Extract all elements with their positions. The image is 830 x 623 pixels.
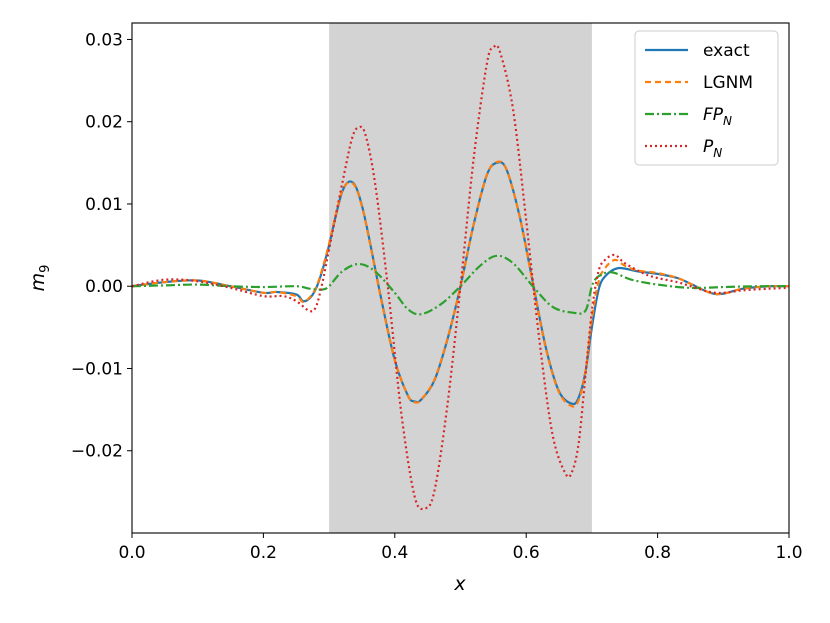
plot-frame (131, 22, 790, 534)
legend-label: LGNM (703, 73, 753, 93)
legend-label-sub: N (723, 114, 732, 128)
y-axis-label: m9 (27, 265, 53, 292)
series-line-lgnm (131, 160, 790, 408)
x-tick-label: 0.2 (250, 543, 277, 563)
y-tick-label: 0.00 (85, 277, 123, 297)
legend-label: FPN (703, 105, 732, 128)
y-tick-label: 0.02 (85, 113, 123, 133)
legend-label-sub: N (713, 146, 722, 160)
x-axis: 0.0 0.2 0.4 0.6 0.8 1.0 (118, 533, 803, 563)
series-layer (131, 44, 790, 511)
y-tick-label: −0.01 (71, 359, 123, 379)
x-tick-label: 0.8 (644, 543, 671, 563)
legend-label-main: FP (703, 105, 724, 125)
x-tick-label: 0.0 (118, 543, 145, 563)
series-line-p-n (131, 44, 790, 511)
y-axis: −0.02 −0.01 0.00 0.01 0.02 0.03 (71, 30, 132, 462)
x-tick-label: 0.6 (513, 543, 540, 563)
y-axis-label-sub: 9 (38, 265, 53, 273)
y-axis-label-main: m (27, 273, 49, 292)
legend-label: PN (703, 137, 722, 160)
y-tick-label: 0.03 (85, 30, 123, 50)
legend-box (634, 30, 779, 166)
y-tick-label: 0.01 (85, 195, 123, 215)
x-tick-label: 0.4 (381, 543, 408, 563)
y-tick-label: −0.02 (71, 442, 123, 462)
x-axis-label: x (453, 573, 466, 595)
legend-label: exact (703, 41, 750, 61)
legend-label-main: P (703, 137, 714, 157)
x-tick-label: 1.0 (775, 543, 802, 563)
